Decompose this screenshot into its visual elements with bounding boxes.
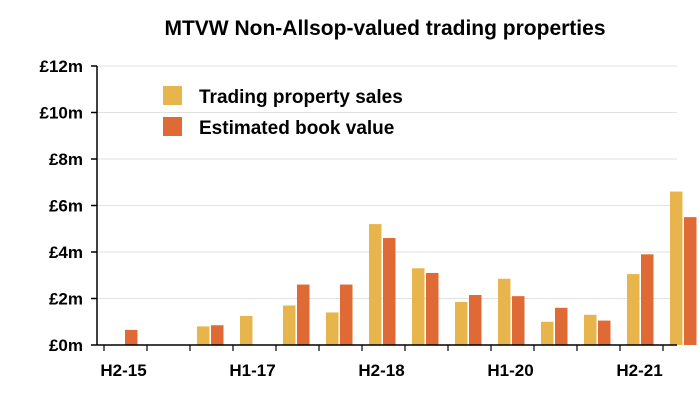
bar-sales <box>541 321 554 345</box>
x-tick-label: H1-17 <box>229 361 275 380</box>
y-tick-label: £12m <box>40 57 83 76</box>
bar-book-value <box>555 307 568 345</box>
bar-book-value <box>426 272 439 345</box>
bar-book-value <box>297 284 310 345</box>
bar-sales <box>670 191 683 345</box>
bar-book-value <box>684 217 697 345</box>
bars <box>125 191 697 345</box>
y-tick-label: £4m <box>49 243 83 262</box>
bar-book-value <box>125 329 138 345</box>
bar-book-value <box>512 296 525 345</box>
legend-swatch-book-value <box>163 117 182 136</box>
x-tick-label: H2-15 <box>100 361 146 380</box>
y-tick-label: £6m <box>49 197 83 216</box>
bar-sales <box>197 326 210 345</box>
legend-label-book-value: Estimated book value <box>199 118 394 139</box>
bar-sales <box>455 301 468 345</box>
bar-book-value <box>383 238 396 345</box>
bar-sales <box>584 314 597 345</box>
bar-book-value <box>598 320 611 345</box>
y-axis-ticks: £0m £2m £4m £6m £8m £10m £12m <box>40 57 97 355</box>
bar-sales <box>283 305 296 345</box>
y-tick-label: £2m <box>49 290 83 309</box>
chart-title: MTVW Non-Allsop-valued trading propertie… <box>164 17 605 40</box>
y-tick-label: £8m <box>49 150 83 169</box>
bar-sales <box>369 224 382 345</box>
bar-sales <box>240 315 253 345</box>
y-tick-label: £10m <box>40 104 83 123</box>
gridlines <box>97 65 677 299</box>
bar-sales <box>498 278 511 345</box>
x-tick-label: H2-18 <box>358 361 404 380</box>
legend-label-sales: Trading property sales <box>199 87 403 108</box>
bar-sales <box>627 274 640 345</box>
bar-book-value <box>211 325 224 345</box>
legend: Trading property sales Estimated book va… <box>163 86 403 139</box>
x-tick-label: H1-20 <box>487 361 533 380</box>
legend-swatch-sales <box>163 86 182 105</box>
y-tick-label: £0m <box>49 336 83 355</box>
x-tick-label: H2-21 <box>616 361 662 380</box>
bar-book-value <box>641 254 654 345</box>
bar-book-value <box>340 284 353 345</box>
bar-sales <box>412 268 425 345</box>
bar-sales <box>326 312 339 345</box>
bar-book-value <box>469 295 482 345</box>
